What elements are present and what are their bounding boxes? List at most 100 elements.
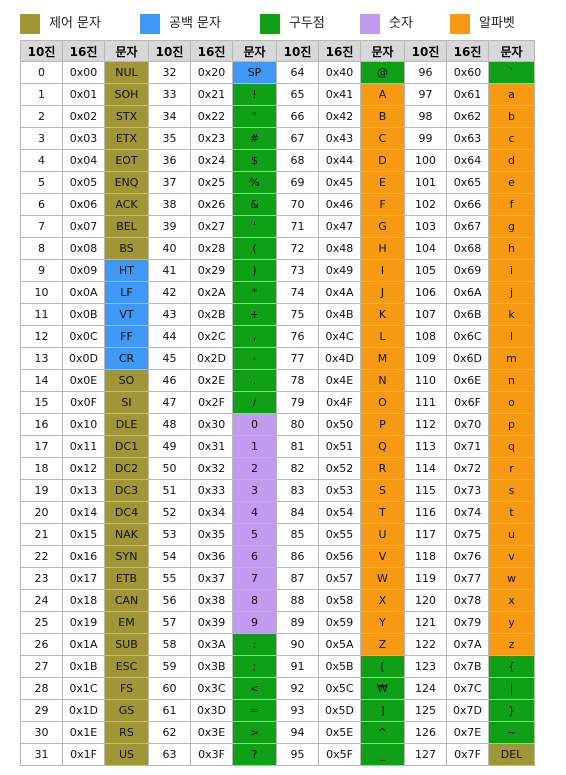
char-cell: SYN	[104, 545, 149, 568]
hex-cell: 0x49	[318, 259, 361, 282]
hex-cell: 0x23	[190, 127, 233, 150]
char-cell: K	[360, 303, 405, 326]
hex-cell: 0x4B	[318, 303, 361, 326]
hex-cell: 0x72	[446, 457, 489, 480]
hex-cell: 0x41	[318, 83, 361, 106]
hex-cell: 0x6B	[446, 303, 489, 326]
decimal-cell: 3	[20, 127, 63, 150]
decimal-cell: 2	[20, 105, 63, 128]
decimal-cell: 65	[276, 83, 319, 106]
legend-label: 공백 문자	[169, 16, 221, 31]
char-cell: SOH	[104, 83, 149, 106]
char-cell: t	[488, 501, 535, 524]
char-cell: !	[232, 83, 277, 106]
hex-cell: 0x2E	[190, 369, 233, 392]
decimal-cell: 25	[20, 611, 63, 634]
decimal-cell: 4	[20, 149, 63, 172]
hex-cell: 0x43	[318, 127, 361, 150]
hex-cell: 0x02	[62, 105, 105, 128]
hex-cell: 0x31	[190, 435, 233, 458]
decimal-cell: 121	[404, 611, 447, 634]
table-row: 16 0x10 DLE 48 0x30 0 80 0x50 P 112 0x70 p	[20, 413, 535, 436]
char-cell: Y	[360, 611, 405, 634]
char-cell: EM	[104, 611, 149, 634]
char-cell: i	[488, 259, 535, 282]
decimal-cell: 112	[404, 413, 447, 436]
char-cell: ENQ	[104, 171, 149, 194]
hex-cell: 0x7F	[446, 743, 489, 766]
hex-cell: 0x1E	[62, 721, 105, 744]
table-row: 5 0x05 ENQ 37 0x25% 69 0x45 E 101 0x65 e	[20, 171, 535, 194]
header-hex: 16진	[62, 40, 105, 62]
char-cell: ,	[232, 325, 277, 348]
decimal-cell: 122	[404, 633, 447, 656]
hex-cell: 0x3E	[190, 721, 233, 744]
decimal-cell: 44	[148, 325, 191, 348]
decimal-cell: 1	[20, 83, 63, 106]
char-cell: VT	[104, 303, 149, 326]
hex-cell: 0x6D	[446, 347, 489, 370]
hex-cell: 0x2F	[190, 391, 233, 414]
decimal-cell: 125	[404, 699, 447, 722]
char-cell: _	[360, 743, 405, 766]
hex-cell: 0x03	[62, 127, 105, 150]
hex-cell: 0x6E	[446, 369, 489, 392]
char-cell: HT	[104, 259, 149, 282]
char-cell: 3	[232, 479, 277, 502]
char-cell: )	[232, 259, 277, 282]
decimal-cell: 108	[404, 325, 447, 348]
hex-cell: 0x33	[190, 479, 233, 502]
hex-cell: 0x63	[446, 127, 489, 150]
decimal-cell: 69	[276, 171, 319, 194]
header-row: 10진 16진 문자 10진 16진 문자 10진 16진 문자 10진 16진 문자	[20, 40, 535, 62]
decimal-cell: 103	[404, 215, 447, 238]
hex-cell: 0x29	[190, 259, 233, 282]
char-cell: G	[360, 215, 405, 238]
char-cell: a	[488, 83, 535, 106]
decimal-cell: 6	[20, 193, 63, 216]
decimal-cell: 71	[276, 215, 319, 238]
char-cell: ESC	[104, 655, 149, 678]
char-cell: v	[488, 545, 535, 568]
char-cell: C	[360, 127, 405, 150]
table-row: 30 0x1E RS 62 0x3E >94 0x5E ^ 126 0x7E ~	[20, 721, 535, 744]
char-cell: D	[360, 149, 405, 172]
char-cell: ~	[488, 721, 535, 744]
hex-cell: 0x5F	[318, 743, 361, 766]
decimal-cell: 17	[20, 435, 63, 458]
hex-cell: 0x26	[190, 193, 233, 216]
char-cell: h	[488, 237, 535, 260]
char-cell: ETB	[104, 567, 149, 590]
table-row: 15 0x0F SI 47 0x2F/79 0x4F O 111 0x6F o	[20, 391, 535, 414]
decimal-cell: 49	[148, 435, 191, 458]
decimal-cell: 95	[276, 743, 319, 766]
char-cell: 0	[232, 413, 277, 436]
decimal-cell: 107	[404, 303, 447, 326]
table-row: 1 0x01 SOH 33 0x21! 65 0x41 A 97 0x61 a	[20, 83, 535, 106]
decimal-cell: 111	[404, 391, 447, 414]
char-cell: DC1	[104, 435, 149, 458]
decimal-cell: 52	[148, 501, 191, 524]
hex-cell: 0x0D	[62, 347, 105, 370]
char-cell: X	[360, 589, 405, 612]
char-cell: q	[488, 435, 535, 458]
char-cell: Z	[360, 633, 405, 656]
char-cell: 5	[232, 523, 277, 546]
decimal-cell: 63	[148, 743, 191, 766]
char-cell: L	[360, 325, 405, 348]
hex-cell: 0x4D	[318, 347, 361, 370]
char-cell: +	[232, 303, 277, 326]
char-cell: RS	[104, 721, 149, 744]
decimal-cell: 64	[276, 61, 319, 84]
hex-cell: 0x69	[446, 259, 489, 282]
decimal-cell: 16	[20, 413, 63, 436]
hex-cell: 0x32	[190, 457, 233, 480]
decimal-cell: 118	[404, 545, 447, 568]
hex-cell: 0x46	[318, 193, 361, 216]
decimal-cell: 97	[404, 83, 447, 106]
hex-cell: 0x42	[318, 105, 361, 128]
decimal-cell: 104	[404, 237, 447, 260]
hex-cell: 0x6A	[446, 281, 489, 304]
hex-cell: 0x7A	[446, 633, 489, 656]
table-row: 9 0x09 HT 41 0x29) 73 0x49 I 105 0x69 i	[20, 259, 535, 282]
